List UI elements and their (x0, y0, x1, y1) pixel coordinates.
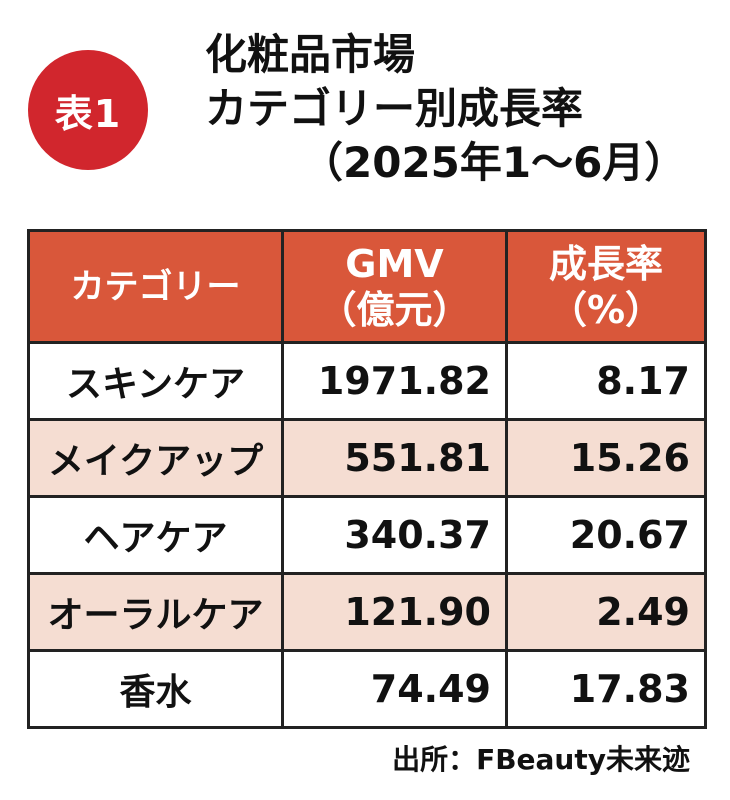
table-row: ヘアケア 340.37 20.67 (27, 495, 707, 575)
header-category: カテゴリー (27, 229, 284, 344)
header-gmv-label: GMV (345, 241, 444, 286)
title-line-2: カテゴリー別成長率 (205, 84, 584, 133)
row-gmv: 74.49 (281, 649, 508, 729)
page-title: 化粧品市場 カテゴリー別成長率 （2025年1〜6月） (205, 28, 686, 190)
header-growth: 成長率 （%） (505, 229, 707, 344)
row-gmv: 1971.82 (281, 341, 508, 421)
header-category-label: カテゴリー (70, 266, 241, 307)
title-line-3: （2025年1〜6月） (301, 138, 687, 187)
row-category: 香水 (27, 649, 284, 729)
table-row: オーラルケア 121.90 2.49 (27, 572, 707, 652)
table-row: メイクアップ 551.81 15.26 (27, 418, 707, 498)
row-growth: 15.26 (505, 418, 707, 498)
row-category: スキンケア (27, 341, 284, 421)
growth-table: カテゴリー GMV （億元） 成長率 （%） スキンケア 1971.82 8.1… (27, 229, 707, 729)
header-gmv-unit: （億元） (318, 287, 471, 332)
header-growth-label: 成長率 (548, 241, 663, 286)
header-gmv: GMV （億元） (281, 229, 508, 344)
table-number-badge: 表1 (28, 50, 148, 170)
row-gmv: 340.37 (281, 495, 508, 575)
row-gmv: 551.81 (281, 418, 508, 498)
row-category: ヘアケア (27, 495, 284, 575)
row-growth: 2.49 (505, 572, 707, 652)
title-line-1: 化粧品市場 (205, 30, 416, 79)
badge-label: 表1 (54, 91, 122, 136)
row-growth: 20.67 (505, 495, 707, 575)
row-category: メイクアップ (27, 418, 284, 498)
row-gmv: 121.90 (281, 572, 508, 652)
row-growth: 17.83 (505, 649, 707, 729)
row-category: オーラルケア (27, 572, 284, 652)
table-header-row: カテゴリー GMV （億元） 成長率 （%） (27, 229, 707, 344)
header-growth-unit: （%） (548, 287, 664, 332)
source-note: 出所：FBeauty未来迹 (392, 743, 690, 776)
table-row: スキンケア 1971.82 8.17 (27, 341, 707, 421)
row-growth: 8.17 (505, 341, 707, 421)
table-row: 香水 74.49 17.83 (27, 649, 707, 729)
